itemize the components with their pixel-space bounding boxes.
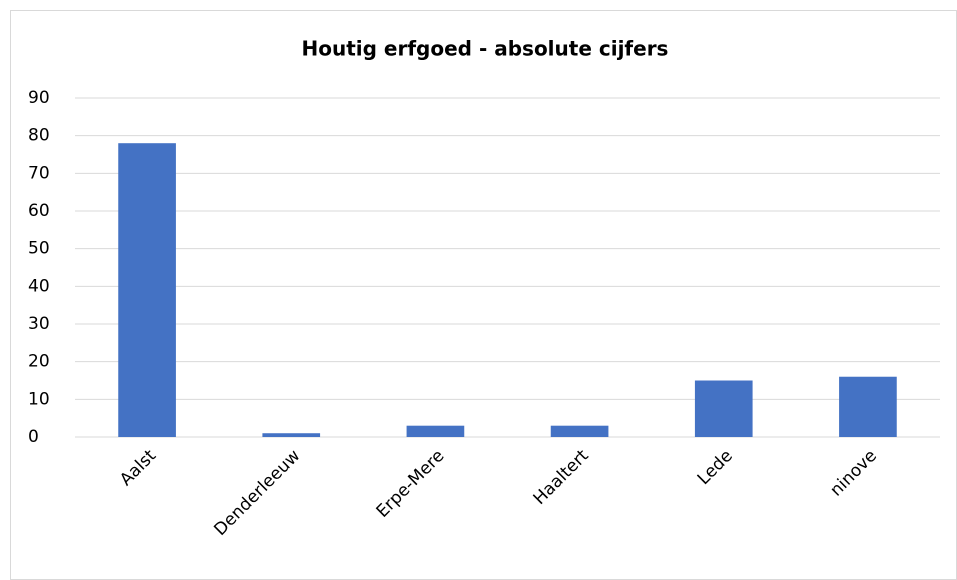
y-tick-label: 0 <box>28 427 39 447</box>
chart-title: Houtig erfgoed - absolute cijfers <box>302 37 669 61</box>
y-tick-label: 40 <box>28 276 50 296</box>
bar <box>118 143 176 437</box>
y-tick-label: 30 <box>28 314 50 334</box>
bar <box>694 380 753 437</box>
y-tick-label: 80 <box>28 126 50 146</box>
bar <box>262 433 321 437</box>
y-tick-label: 70 <box>28 163 50 183</box>
y-tick-label: 10 <box>28 389 50 409</box>
bar <box>406 425 465 437</box>
y-tick-label: 60 <box>28 201 50 221</box>
bar <box>550 425 609 437</box>
y-tick-label: 50 <box>28 239 50 259</box>
y-tick-label: 90 <box>28 88 50 108</box>
y-tick-label: 20 <box>28 352 50 372</box>
bar <box>839 376 897 437</box>
